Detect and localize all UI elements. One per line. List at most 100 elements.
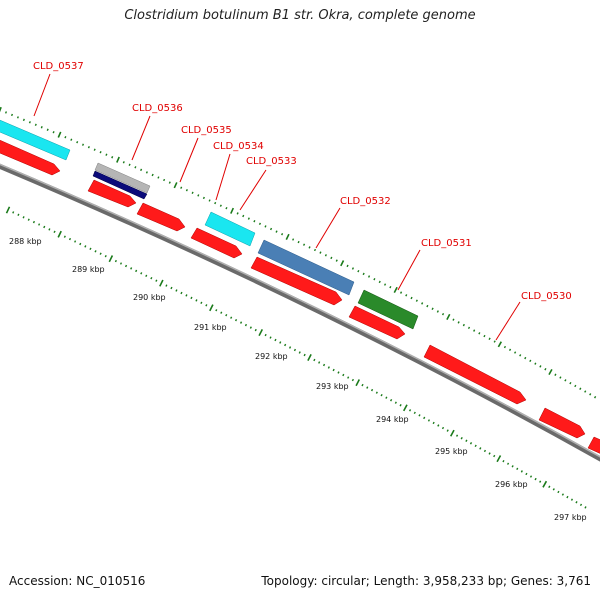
tick-mark [497,341,502,348]
tick-mark [347,376,350,379]
scale-labels-positioned: 288 kbp 289 kbp 290 kbp 291 kbp 292 kbp … [9,237,587,522]
tick-mark [483,449,487,453]
tick-mark [253,220,256,223]
tick-mark [508,348,512,352]
tick-mark [319,251,322,254]
tick-mark [170,286,173,290]
tick-mark [225,206,228,210]
tick-mark [524,356,527,360]
tick-mark [64,136,67,139]
cds-cyan-CLD_0537[interactable] [0,118,71,161]
tick-mark [474,444,477,448]
outer-tick-marks [0,106,597,399]
tick-mark [40,126,43,129]
cds-green-CLD_0531[interactable] [357,289,419,330]
cds-navy-CLD_0536[interactable] [92,170,148,200]
tick-mark [488,337,491,341]
cds-arrow[interactable] [587,436,600,458]
tick-mark [574,384,577,388]
tick-mark [493,454,496,458]
tick-mark [313,248,317,252]
tick-mark [579,503,583,507]
tick-mark [427,419,431,422]
tick-mark [529,359,532,363]
gene-label-CLD_0536[interactable]: CLD_0536 [132,103,183,114]
cds-arrow[interactable] [348,305,406,340]
tick-mark [168,181,171,184]
gene-label-CLD_0531[interactable]: CLD_0531 [421,238,472,249]
map-title: Clostridium botulinum B1 str. Okra, comp… [124,8,476,23]
cds-gray-CLD_0536[interactable] [94,162,151,194]
tick-mark [525,472,528,476]
reverse-strand-features [0,138,600,458]
tick-mark [564,379,567,382]
tick-mark [52,131,55,134]
tick-mark [159,279,164,287]
gene-label-CLD_0532[interactable]: CLD_0532 [340,196,391,207]
gene-label-CLD_0530[interactable]: CLD_0530 [521,291,572,302]
tick-mark [584,506,587,509]
tick-mark [318,361,321,364]
tick-mark [373,278,376,281]
tick-mark [220,311,223,314]
tick-mark [219,204,222,207]
scale-label-295: 295 kbp [435,447,468,456]
cds-arrow[interactable] [250,256,343,306]
tick-mark [140,168,143,172]
tick-mark [342,373,345,377]
cds-arrow[interactable] [87,179,137,208]
scale-label-294: 294 kbp [376,415,409,424]
tick-mark [389,398,393,402]
tick-mark [493,340,496,343]
tick-mark [421,302,424,305]
tick-mark [322,363,326,367]
tick-mark [552,488,555,491]
tick-mark [281,233,284,236]
tick-mark [413,411,416,415]
tick-mark [449,429,455,437]
tick-mark [249,326,252,329]
tick-mark [478,332,481,335]
tick-mark [285,233,290,240]
tick-mark [313,358,316,362]
tick-mark [205,304,208,307]
tick-mark [557,490,560,494]
tick-mark [405,294,408,297]
tick-mark [307,354,312,361]
gene-label-CLD_0535[interactable]: CLD_0535 [181,125,232,136]
tick-mark [87,146,90,149]
tick-mark [124,264,128,268]
cds-arrow[interactable] [136,202,186,232]
cds-arrow[interactable] [538,407,586,439]
cds-arrow[interactable] [0,138,61,176]
tick-mark [423,416,426,420]
cds-arrow[interactable] [190,227,243,259]
tick-mark [242,214,245,218]
tick-mark [357,269,360,273]
tick-mark [393,286,398,293]
cds-arrow[interactable] [423,344,527,405]
tick-mark [244,323,248,327]
gene-label-CLD_0533[interactable]: CLD_0533 [246,156,297,167]
cds-cyan-CLD_0534[interactable] [204,211,256,247]
tick-mark [57,131,62,138]
tick-mark [293,348,297,352]
tick-mark [195,299,198,302]
tick-mark [367,275,371,278]
tick-mark [569,381,572,385]
cds-blue-CLD_0532[interactable] [257,239,355,296]
tick-mark [215,309,218,312]
tick-mark [389,285,392,289]
gene-label-CLD_0534[interactable]: CLD_0534 [213,141,264,152]
tick-mark [408,409,412,412]
tick-mark [225,313,228,317]
tick-mark [63,235,66,238]
tick-mark [332,368,335,372]
tick-mark [534,362,537,365]
tick-mark [46,128,49,131]
gene-label-CLD_0537[interactable]: CLD_0537 [33,61,84,72]
tick-mark [340,260,345,267]
tick-mark [99,151,102,154]
tick-mark [441,426,445,430]
